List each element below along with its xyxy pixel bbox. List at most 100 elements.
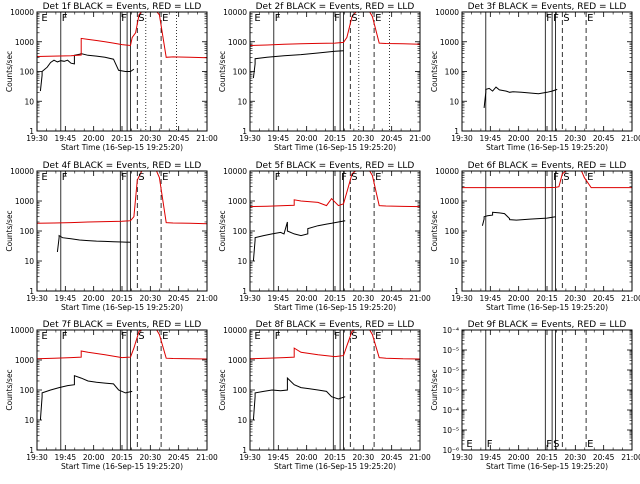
lld-series-line	[250, 330, 420, 360]
phase-marker-e: E	[162, 13, 168, 24]
y-tick-label: 10000	[10, 8, 34, 17]
plot-area	[483, 12, 587, 131]
y-tick-label: 1	[242, 127, 247, 136]
x-tick-label: 20:00	[83, 453, 105, 462]
y-tick-label: 10	[237, 416, 247, 425]
panel-9: Det 9f BLACK = Events, RED = LLD 10⁻⁶ 10⁻⁵…	[430, 320, 640, 471]
y-tick-label: 10⁻⁵	[442, 386, 459, 395]
y-tick-label: 1	[454, 287, 459, 296]
y-tick-label: 10000	[223, 167, 247, 176]
x-tick-label: 20:30	[353, 294, 375, 303]
y-tick-label: 10	[449, 97, 459, 106]
x-tick-label: 20:15	[324, 134, 346, 143]
x-tick-label: 21:00	[196, 453, 218, 462]
x-tick-label: 19:45	[480, 453, 502, 462]
lld-series-line	[37, 330, 207, 360]
x-tick-label: 20:30	[140, 134, 162, 143]
plot-frame	[249, 170, 421, 292]
x-tick-label: 19:30	[26, 294, 48, 303]
y-axis-label: Counts/sec	[430, 210, 439, 251]
x-tick-label: 19:45	[268, 453, 290, 462]
phase-marker-s: S	[351, 13, 357, 24]
x-tick-label: 20:30	[353, 453, 375, 462]
phase-marker-e: E	[41, 331, 47, 342]
y-tick-label: 1	[29, 127, 34, 136]
x-tick-label: 20:45	[381, 453, 403, 462]
lld-series-line	[37, 12, 207, 59]
y-tick-label: 10000	[10, 167, 34, 176]
x-axis-label: Start Time (16-Sep-15 19:25:20)	[274, 143, 396, 152]
phase-marker-f: F	[121, 13, 127, 24]
y-tick-label: 10	[237, 257, 247, 266]
y-tick-label: 10⁻⁴	[442, 326, 459, 335]
phase-marker-f: F	[487, 439, 493, 450]
x-tick-label: 20:30	[565, 134, 587, 143]
x-tick-label: 20:30	[565, 294, 587, 303]
x-axis-label: Start Time (16-Sep-15 19:25:20)	[61, 303, 183, 312]
y-tick-label: 10⁻⁶	[442, 446, 459, 455]
x-tick-label: 21:00	[409, 294, 431, 303]
y-axis-label: Counts/sec	[218, 369, 227, 410]
phase-marker-e: E	[375, 331, 381, 342]
y-tick-label: 1000	[15, 356, 34, 365]
y-tick-label: 1000	[228, 197, 247, 206]
phase-marker-s: S	[563, 13, 569, 24]
plot-area	[485, 330, 587, 450]
x-tick-label: 20:00	[83, 294, 105, 303]
y-tick-label: 100	[233, 68, 248, 77]
phase-marker-f: F	[334, 331, 340, 342]
events-series-line	[39, 53, 135, 92]
y-tick-label: 10⁻⁵	[442, 346, 459, 355]
panel-title: Det 4f BLACK = Events, RED = LLD	[43, 161, 202, 171]
x-axis-label: Start Time (16-Sep-15 19:25:20)	[486, 462, 608, 471]
plot-area	[37, 330, 207, 450]
phase-marker-e: E	[375, 172, 381, 183]
phase-marker-f: F	[341, 172, 347, 183]
events-series-line	[252, 220, 346, 262]
phase-marker-e: E	[41, 172, 47, 183]
phase-marker-e: E	[162, 331, 168, 342]
y-tick-label: 100	[233, 227, 248, 236]
phase-marker-f: F	[121, 172, 127, 183]
x-tick-label: 21:00	[621, 453, 640, 462]
x-tick-label: 19:45	[268, 134, 290, 143]
phase-marker-f: F	[546, 439, 552, 450]
plot-area	[250, 12, 420, 131]
x-tick-label: 20:45	[381, 294, 403, 303]
panel-title: Det 3f BLACK = Events, RED = LLD	[468, 2, 627, 12]
y-tick-label: 1000	[15, 38, 34, 47]
phase-marker-f: F	[62, 172, 68, 183]
phase-marker-s: S	[138, 172, 144, 183]
phase-marker-f: F	[553, 172, 559, 183]
phase-marker-f: F	[62, 331, 68, 342]
phase-marker-e: E	[254, 13, 260, 24]
x-tick-label: 19:30	[451, 134, 473, 143]
y-tick-label: 100	[20, 227, 35, 236]
panel-title: Det 1f BLACK = Events, RED = LLD	[43, 2, 202, 12]
y-tick-label: 10	[237, 97, 247, 106]
x-axis-label: Start Time (16-Sep-15 19:25:20)	[486, 303, 608, 312]
x-tick-label: 19:45	[55, 294, 77, 303]
x-tick-label: 20:15	[111, 134, 133, 143]
phase-marker-s: S	[351, 331, 357, 342]
x-axis-label: Start Time (16-Sep-15 19:25:20)	[61, 143, 183, 152]
phase-marker-s: S	[138, 13, 144, 24]
x-tick-label: 19:45	[480, 294, 502, 303]
y-tick-label: 10000	[223, 326, 247, 335]
panel-1: Det 1f BLACK = Events, RED = LLD 1 10 100 10…	[5, 2, 218, 152]
y-tick-label: 1000	[228, 38, 247, 47]
y-tick-label: 1000	[440, 38, 459, 47]
panel-title: Det 7f BLACK = Events, RED = LLD	[43, 320, 202, 330]
y-tick-label: 10⁻⁵	[442, 426, 459, 435]
x-tick-label: 20:00	[508, 294, 530, 303]
panel-title: Det 9f BLACK = Events, RED = LLD	[468, 320, 627, 330]
y-axis-label: Counts/sec	[5, 369, 14, 410]
y-tick-label: 10000	[10, 326, 34, 335]
x-tick-label: 21:00	[196, 134, 218, 143]
plot-area	[462, 171, 632, 291]
plot-frame	[461, 11, 633, 132]
x-tick-label: 20:30	[353, 134, 375, 143]
phase-marker-f: F	[553, 13, 559, 24]
